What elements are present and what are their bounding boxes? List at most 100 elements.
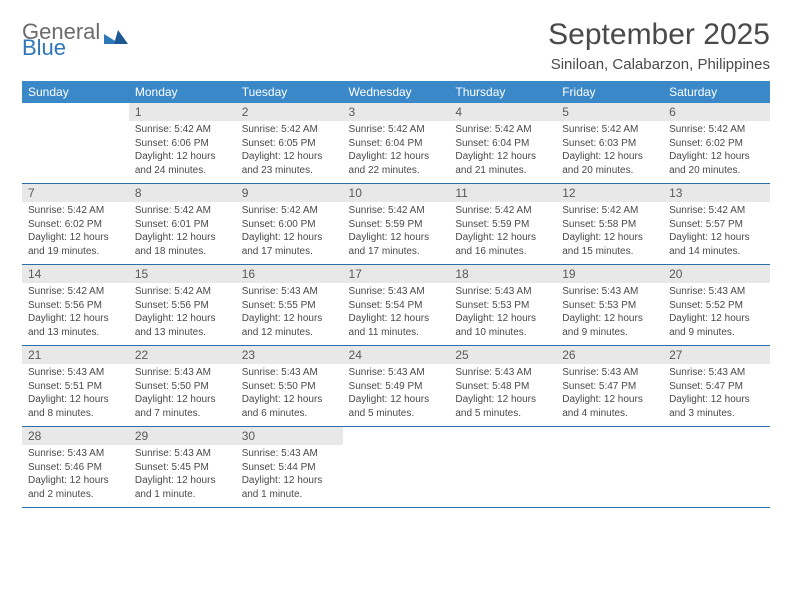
sunset-text: Sunset: 6:04 PM bbox=[455, 137, 550, 151]
daylight-text: Daylight: 12 hours and 17 minutes. bbox=[349, 231, 444, 258]
daylight-text: Daylight: 12 hours and 9 minutes. bbox=[562, 312, 657, 339]
calendar-day-cell: 12Sunrise: 5:42 AMSunset: 5:58 PMDayligh… bbox=[556, 184, 663, 265]
sunset-text: Sunset: 5:52 PM bbox=[669, 299, 764, 313]
day-number: 13 bbox=[663, 184, 770, 202]
sunrise-text: Sunrise: 5:43 AM bbox=[242, 285, 337, 299]
calendar-body: 1Sunrise: 5:42 AMSunset: 6:06 PMDaylight… bbox=[22, 103, 770, 508]
title-block: September 2025 Siniloan, Calabarzon, Phi… bbox=[548, 18, 770, 73]
calendar-day-cell: 15Sunrise: 5:42 AMSunset: 5:56 PMDayligh… bbox=[129, 265, 236, 346]
day-number: 26 bbox=[556, 346, 663, 364]
calendar-day-cell: 27Sunrise: 5:43 AMSunset: 5:47 PMDayligh… bbox=[663, 346, 770, 427]
sunset-text: Sunset: 5:56 PM bbox=[135, 299, 230, 313]
sunset-text: Sunset: 6:01 PM bbox=[135, 218, 230, 232]
header: General Blue September 2025 Siniloan, Ca… bbox=[22, 18, 770, 73]
weekday-header: Monday bbox=[129, 81, 236, 103]
brand-line2: Blue bbox=[22, 38, 100, 58]
weekday-header: Tuesday bbox=[236, 81, 343, 103]
day-number: 27 bbox=[663, 346, 770, 364]
day-body: Sunrise: 5:42 AMSunset: 6:04 PMDaylight:… bbox=[449, 121, 556, 183]
day-body: Sunrise: 5:43 AMSunset: 5:53 PMDaylight:… bbox=[556, 283, 663, 345]
day-number: 5 bbox=[556, 103, 663, 121]
day-number: 9 bbox=[236, 184, 343, 202]
day-body: Sunrise: 5:43 AMSunset: 5:53 PMDaylight:… bbox=[449, 283, 556, 345]
daylight-text: Daylight: 12 hours and 11 minutes. bbox=[349, 312, 444, 339]
calendar-day-cell: 8 Sunrise: 5:42 AMSunset: 6:01 PMDaylight… bbox=[129, 184, 236, 265]
calendar-day-cell bbox=[663, 427, 770, 508]
brand-mark-icon bbox=[104, 28, 130, 53]
day-body: Sunrise: 5:43 AMSunset: 5:47 PMDaylight:… bbox=[663, 364, 770, 426]
sunset-text: Sunset: 6:02 PM bbox=[28, 218, 123, 232]
sunset-text: Sunset: 5:50 PM bbox=[135, 380, 230, 394]
weekday-header-row: Sunday Monday Tuesday Wednesday Thursday… bbox=[22, 81, 770, 103]
sunrise-text: Sunrise: 5:42 AM bbox=[242, 204, 337, 218]
day-body: Sunrise: 5:43 AMSunset: 5:46 PMDaylight:… bbox=[22, 445, 129, 507]
calendar-day-cell bbox=[449, 427, 556, 508]
sunrise-text: Sunrise: 5:42 AM bbox=[28, 285, 123, 299]
sunset-text: Sunset: 5:59 PM bbox=[455, 218, 550, 232]
daylight-text: Daylight: 12 hours and 14 minutes. bbox=[669, 231, 764, 258]
daylight-text: Daylight: 12 hours and 7 minutes. bbox=[135, 393, 230, 420]
day-body: Sunrise: 5:42 AMSunset: 6:02 PMDaylight:… bbox=[663, 121, 770, 183]
day-number: 1 bbox=[129, 103, 236, 121]
day-number: 20 bbox=[663, 265, 770, 283]
daylight-text: Daylight: 12 hours and 19 minutes. bbox=[28, 231, 123, 258]
day-body: Sunrise: 5:43 AMSunset: 5:55 PMDaylight:… bbox=[236, 283, 343, 345]
daylight-text: Daylight: 12 hours and 9 minutes. bbox=[669, 312, 764, 339]
sunset-text: Sunset: 5:57 PM bbox=[669, 218, 764, 232]
day-number: 23 bbox=[236, 346, 343, 364]
day-number: 15 bbox=[129, 265, 236, 283]
day-body: Sunrise: 5:42 AMSunset: 6:03 PMDaylight:… bbox=[556, 121, 663, 183]
day-body: Sunrise: 5:43 AMSunset: 5:44 PMDaylight:… bbox=[236, 445, 343, 507]
sunset-text: Sunset: 5:44 PM bbox=[242, 461, 337, 475]
day-body: Sunrise: 5:42 AMSunset: 6:05 PMDaylight:… bbox=[236, 121, 343, 183]
day-number: 21 bbox=[22, 346, 129, 364]
day-body bbox=[556, 431, 663, 485]
weekday-header: Sunday bbox=[22, 81, 129, 103]
sunset-text: Sunset: 5:50 PM bbox=[242, 380, 337, 394]
day-number: 8 bbox=[129, 184, 236, 202]
daylight-text: Daylight: 12 hours and 2 minutes. bbox=[28, 474, 123, 501]
day-body bbox=[449, 431, 556, 485]
day-number: 6 bbox=[663, 103, 770, 121]
sunset-text: Sunset: 5:53 PM bbox=[562, 299, 657, 313]
day-number: 7 bbox=[22, 184, 129, 202]
day-number: 4 bbox=[449, 103, 556, 121]
calendar-day-cell: 16Sunrise: 5:43 AMSunset: 5:55 PMDayligh… bbox=[236, 265, 343, 346]
day-body: Sunrise: 5:42 AMSunset: 6:06 PMDaylight:… bbox=[129, 121, 236, 183]
daylight-text: Daylight: 12 hours and 15 minutes. bbox=[562, 231, 657, 258]
day-number: 14 bbox=[22, 265, 129, 283]
sunrise-text: Sunrise: 5:43 AM bbox=[242, 447, 337, 461]
sunset-text: Sunset: 6:00 PM bbox=[242, 218, 337, 232]
day-body bbox=[343, 431, 450, 485]
daylight-text: Daylight: 12 hours and 13 minutes. bbox=[28, 312, 123, 339]
calendar-day-cell: 29Sunrise: 5:43 AMSunset: 5:45 PMDayligh… bbox=[129, 427, 236, 508]
sunset-text: Sunset: 5:55 PM bbox=[242, 299, 337, 313]
sunrise-text: Sunrise: 5:42 AM bbox=[242, 123, 337, 137]
daylight-text: Daylight: 12 hours and 10 minutes. bbox=[455, 312, 550, 339]
daylight-text: Daylight: 12 hours and 18 minutes. bbox=[135, 231, 230, 258]
sunrise-text: Sunrise: 5:43 AM bbox=[562, 285, 657, 299]
sunrise-text: Sunrise: 5:42 AM bbox=[135, 204, 230, 218]
day-body: Sunrise: 5:43 AMSunset: 5:52 PMDaylight:… bbox=[663, 283, 770, 345]
day-body: Sunrise: 5:43 AMSunset: 5:45 PMDaylight:… bbox=[129, 445, 236, 507]
calendar-day-cell: 28Sunrise: 5:43 AMSunset: 5:46 PMDayligh… bbox=[22, 427, 129, 508]
day-number: 2 bbox=[236, 103, 343, 121]
sunset-text: Sunset: 6:04 PM bbox=[349, 137, 444, 151]
daylight-text: Daylight: 12 hours and 12 minutes. bbox=[242, 312, 337, 339]
daylight-text: Daylight: 12 hours and 1 minute. bbox=[135, 474, 230, 501]
sunset-text: Sunset: 6:03 PM bbox=[562, 137, 657, 151]
daylight-text: Daylight: 12 hours and 1 minute. bbox=[242, 474, 337, 501]
calendar-week-row: 28Sunrise: 5:43 AMSunset: 5:46 PMDayligh… bbox=[22, 427, 770, 508]
sunrise-text: Sunrise: 5:42 AM bbox=[135, 123, 230, 137]
day-number: 11 bbox=[449, 184, 556, 202]
daylight-text: Daylight: 12 hours and 23 minutes. bbox=[242, 150, 337, 177]
sunrise-text: Sunrise: 5:43 AM bbox=[28, 366, 123, 380]
daylight-text: Daylight: 12 hours and 24 minutes. bbox=[135, 150, 230, 177]
day-body: Sunrise: 5:42 AMSunset: 5:59 PMDaylight:… bbox=[343, 202, 450, 264]
calendar-day-cell: 10Sunrise: 5:42 AMSunset: 5:59 PMDayligh… bbox=[343, 184, 450, 265]
sunrise-text: Sunrise: 5:42 AM bbox=[562, 123, 657, 137]
calendar-week-row: 21Sunrise: 5:43 AMSunset: 5:51 PMDayligh… bbox=[22, 346, 770, 427]
sunrise-text: Sunrise: 5:43 AM bbox=[135, 366, 230, 380]
sunrise-text: Sunrise: 5:42 AM bbox=[135, 285, 230, 299]
day-body: Sunrise: 5:42 AMSunset: 6:04 PMDaylight:… bbox=[343, 121, 450, 183]
